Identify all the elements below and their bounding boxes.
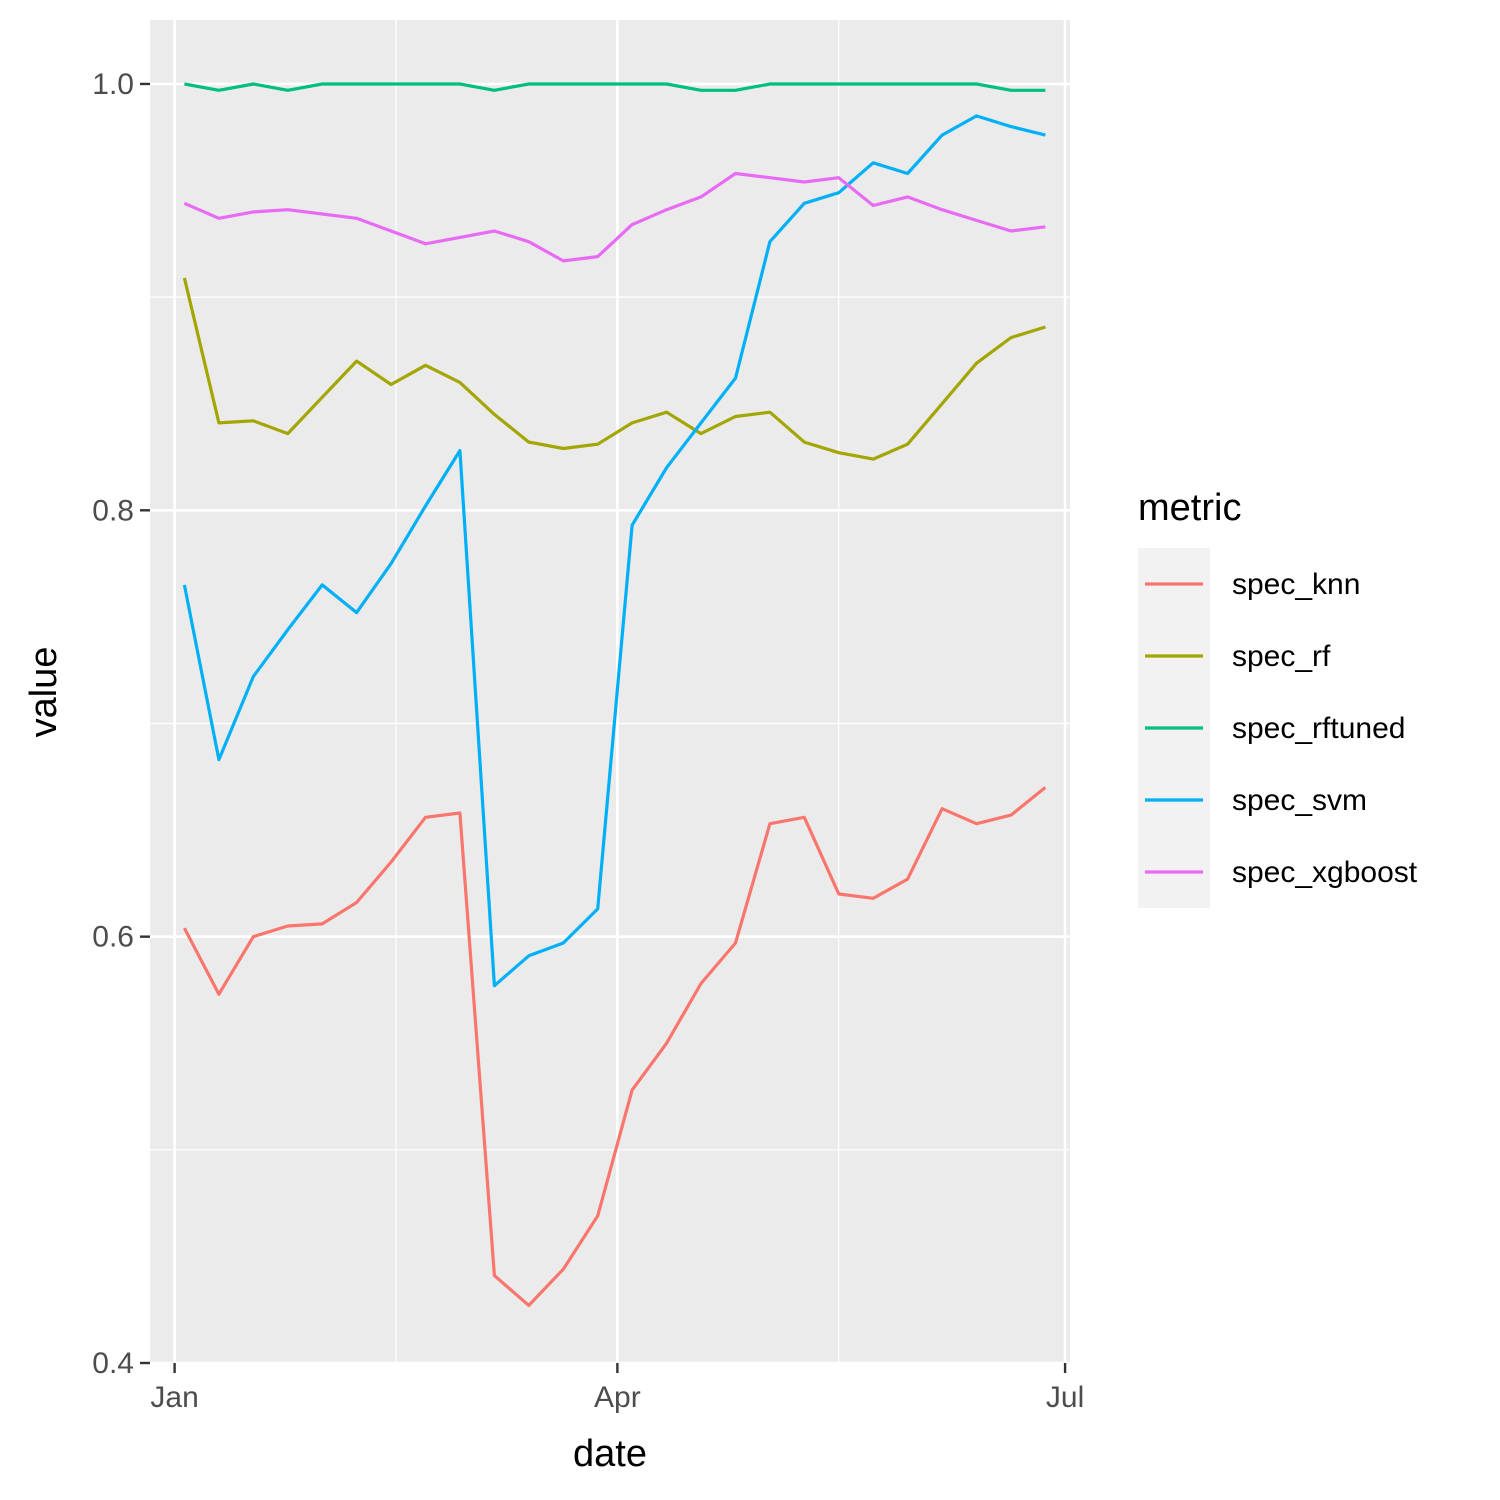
x-axis: Jan Apr Jul xyxy=(150,1363,1084,1414)
y-tick-label: 0.6 xyxy=(92,921,134,954)
legend-label-spec_xgboost: spec_xgboost xyxy=(1232,856,1418,889)
panel-background xyxy=(150,20,1070,1363)
y-tick-label: 0.4 xyxy=(92,1347,134,1380)
series-line-spec_rftuned xyxy=(184,82,1046,92)
grid-minor xyxy=(150,20,1070,1363)
series-line-spec_xgboost xyxy=(183,171,1046,263)
legend-label-spec_rftuned: spec_rftuned xyxy=(1232,712,1405,745)
legend-label-spec_svm: spec_svm xyxy=(1232,784,1367,817)
legend: metric spec_knn spec_rf spec_rftuned spec_s… xyxy=(1138,487,1418,908)
x-tick-label: Jul xyxy=(1046,1381,1084,1414)
series-lines xyxy=(182,82,1047,1308)
series-line-spec_rf xyxy=(182,277,1046,461)
legend-label-spec_knn: spec_knn xyxy=(1232,568,1360,601)
y-tick-label: 1.0 xyxy=(92,68,134,101)
x-tick-label: Jan xyxy=(150,1381,198,1414)
y-tick-label: 0.8 xyxy=(92,494,134,527)
y-axis: 0.4 0.6 0.8 1.0 xyxy=(92,68,150,1380)
legend-label-spec_rf: spec_rf xyxy=(1232,640,1331,673)
series-line-spec_svm xyxy=(182,114,1046,988)
x-axis-title: date xyxy=(573,1433,647,1475)
legend-title: metric xyxy=(1138,487,1241,529)
x-tick-label: Apr xyxy=(594,1381,641,1414)
series-line-spec_knn xyxy=(182,786,1047,1308)
y-axis-title: value xyxy=(23,647,65,738)
